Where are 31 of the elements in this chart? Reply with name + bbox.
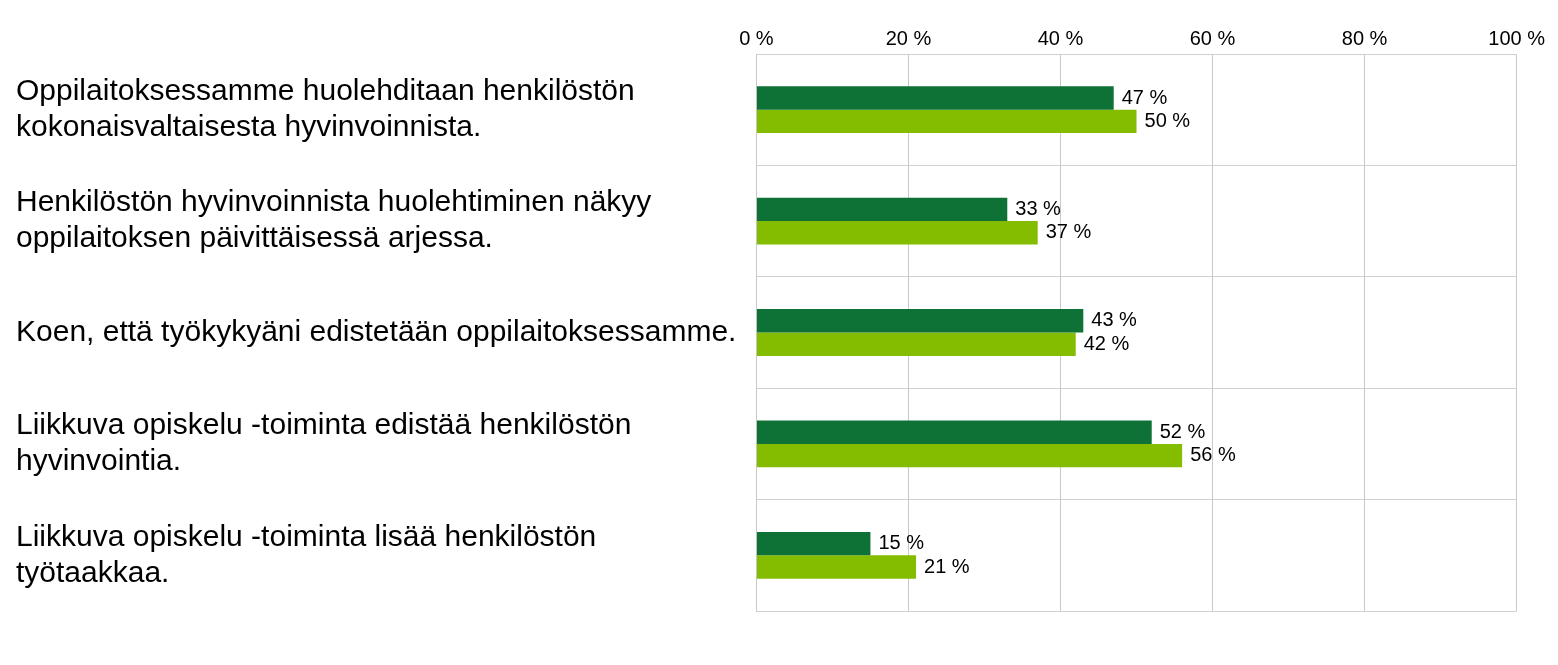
x-tick-label: 100 % bbox=[1488, 26, 1546, 49]
data-label: 37 % bbox=[1045, 220, 1092, 243]
x-tick-label: 60 % bbox=[1189, 26, 1236, 49]
data-label: 56 % bbox=[1190, 443, 1236, 466]
bar bbox=[756, 555, 917, 579]
x-tick-label: 40 % bbox=[1037, 26, 1084, 49]
bar bbox=[756, 109, 1137, 134]
bar bbox=[756, 531, 871, 556]
data-label: 52 % bbox=[1159, 419, 1206, 442]
x-tick-label: 0 % bbox=[739, 26, 774, 49]
bar bbox=[756, 86, 1114, 110]
data-label: 15 % bbox=[878, 531, 925, 554]
data-label: 42 % bbox=[1083, 331, 1130, 354]
y-tick-label: Koen, että työkykyäni edistetään oppilaitoksessamme. bbox=[16, 313, 737, 347]
bar bbox=[756, 443, 1183, 468]
data-label: 50 % bbox=[1144, 108, 1191, 131]
y-tick-label: Liikkuva opiskelu -toiminta lisää henkilöstön työtaakkaa. bbox=[16, 518, 597, 588]
data-label: 33 % bbox=[1015, 196, 1062, 219]
bar bbox=[756, 221, 1038, 245]
y-tick-label: Liikkuva opiskelu -toiminta edistää henkilöstön hyvinvointia. bbox=[16, 407, 632, 477]
bar bbox=[756, 420, 1152, 444]
bar bbox=[756, 197, 1008, 222]
data-label: 21 % bbox=[924, 554, 970, 577]
y-tick-label: Oppilaitoksessamme huolehditaan henkilöstön kokonaisvaltaisesta hyvinvoinnista. bbox=[16, 72, 635, 142]
bar bbox=[756, 309, 1084, 333]
x-tick-label: 20 % bbox=[885, 26, 932, 49]
data-label: 47 % bbox=[1121, 85, 1168, 108]
y-tick-label: Henkilöstön hyvinvoinnista huolehtiminen näkyy oppilaitoksen päivittäisessä arjessa. bbox=[16, 184, 652, 254]
data-label: 43 % bbox=[1091, 308, 1138, 331]
x-tick-label: 80 % bbox=[1341, 26, 1388, 49]
bar bbox=[756, 332, 1076, 356]
